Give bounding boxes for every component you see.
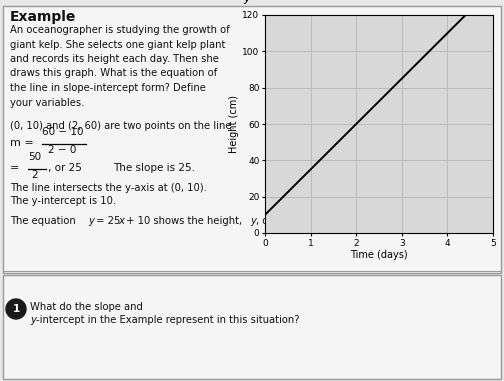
Text: (0, 10) and (2, 60) are two points on the line.: (0, 10) and (2, 60) are two points on th… <box>10 121 235 131</box>
FancyBboxPatch shape <box>3 275 501 379</box>
Text: the line in slope-intercept form? Define: the line in slope-intercept form? Define <box>10 83 206 93</box>
Text: 2 − 0: 2 − 0 <box>48 145 77 155</box>
Text: 2: 2 <box>31 170 38 180</box>
Text: , or 25: , or 25 <box>48 163 82 173</box>
Text: and records its height each day. Then she: and records its height each day. Then sh… <box>10 54 219 64</box>
FancyBboxPatch shape <box>3 6 501 273</box>
Text: What do the slope and: What do the slope and <box>30 302 146 312</box>
Text: your variables.: your variables. <box>10 98 84 107</box>
Text: 50: 50 <box>28 152 41 162</box>
Text: y: y <box>30 315 36 325</box>
Text: giant kelp. She selects one giant kelp plant: giant kelp. She selects one giant kelp p… <box>10 40 225 50</box>
Text: 60 − 10: 60 − 10 <box>42 127 84 137</box>
Circle shape <box>6 299 26 319</box>
Text: = 25: = 25 <box>93 216 120 226</box>
Text: The slope is 25.: The slope is 25. <box>113 163 195 173</box>
Text: The y-intercept is 10.: The y-intercept is 10. <box>10 196 116 206</box>
Text: draws this graph. What is the equation of: draws this graph. What is the equation o… <box>10 69 217 78</box>
Text: x: x <box>400 216 406 226</box>
Text: 1: 1 <box>13 304 20 314</box>
X-axis label: Time (days): Time (days) <box>350 250 408 260</box>
Text: y: y <box>88 216 94 226</box>
Text: days.: days. <box>406 216 436 226</box>
Text: An oceanographer is studying the growth of: An oceanographer is studying the growth … <box>10 25 230 35</box>
Text: The line intersects the y-axis at (0, 10).: The line intersects the y-axis at (0, 10… <box>10 183 207 193</box>
Y-axis label: Height (cm): Height (cm) <box>229 95 239 153</box>
Text: -intercept in the Example represent in this situation?: -intercept in the Example represent in t… <box>36 315 299 325</box>
Text: x: x <box>118 216 124 226</box>
Text: The equation: The equation <box>10 216 79 226</box>
Text: m =: m = <box>10 138 34 148</box>
Text: =: = <box>10 163 19 173</box>
Text: , of the giant kelp plant after: , of the giant kelp plant after <box>256 216 403 226</box>
Text: y: y <box>243 0 250 4</box>
Text: y: y <box>250 216 256 226</box>
Text: Example: Example <box>10 10 77 24</box>
Text: + 10 shows the height,: + 10 shows the height, <box>123 216 245 226</box>
